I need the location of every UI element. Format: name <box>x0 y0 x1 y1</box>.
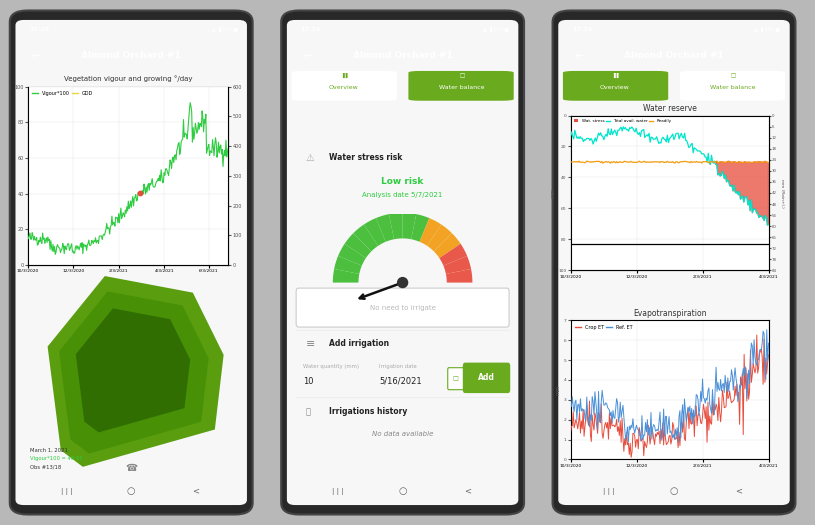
FancyBboxPatch shape <box>408 71 513 101</box>
FancyBboxPatch shape <box>292 71 397 101</box>
Text: ⚠: ⚠ <box>306 153 314 163</box>
Text: ≡: ≡ <box>306 339 315 349</box>
Text: ←: ← <box>32 50 41 61</box>
Polygon shape <box>353 225 378 251</box>
Polygon shape <box>389 213 403 239</box>
Polygon shape <box>434 233 460 258</box>
Legend: Vigour*100, GDD: Vigour*100, GDD <box>30 89 95 98</box>
Text: Add: Add <box>478 373 495 382</box>
Polygon shape <box>427 225 452 251</box>
Text: ▲ ▐ 88%■: ▲ ▐ 88%■ <box>483 27 509 33</box>
FancyBboxPatch shape <box>563 71 668 101</box>
Text: Water stress risk: Water stress risk <box>328 153 402 162</box>
FancyBboxPatch shape <box>447 368 464 390</box>
Text: 5/16/2021: 5/16/2021 <box>380 377 422 386</box>
Text: <: < <box>464 487 471 496</box>
Text: ○: ○ <box>670 486 678 497</box>
Text: 10: 10 <box>303 377 314 386</box>
Text: Almond Orchard #1: Almond Orchard #1 <box>82 51 181 60</box>
Text: ○: ○ <box>399 486 407 497</box>
Polygon shape <box>345 233 372 258</box>
Y-axis label: mm: mm <box>550 188 555 198</box>
Y-axis label: mm (Rain+I.): mm (Rain+I.) <box>780 178 784 207</box>
Text: Almond Orchard #1: Almond Orchard #1 <box>624 51 724 60</box>
Circle shape <box>398 278 408 288</box>
Text: No data available: No data available <box>372 430 434 437</box>
Text: Irrigations history: Irrigations history <box>328 407 407 416</box>
Text: ←: ← <box>575 50 584 61</box>
Text: Water balance: Water balance <box>439 85 484 90</box>
Text: ←: ← <box>303 50 312 61</box>
Text: ▐▐: ▐▐ <box>340 74 347 78</box>
Text: <: < <box>192 487 200 496</box>
Text: Add irrigation: Add irrigation <box>328 340 389 349</box>
Polygon shape <box>420 218 442 246</box>
Text: 17:28: 17:28 <box>29 27 50 33</box>
Polygon shape <box>446 269 473 282</box>
Text: ▲ ▐ 88%■: ▲ ▐ 88%■ <box>212 27 238 33</box>
Polygon shape <box>76 308 190 433</box>
Text: 17:29: 17:29 <box>572 27 593 33</box>
Y-axis label: mm: mm <box>556 384 561 395</box>
Text: Irrigation date: Irrigation date <box>380 363 417 369</box>
Title: Evapotranspiration: Evapotranspiration <box>632 309 707 318</box>
Legend: Wat. stress, Total avail. water, Readily: Wat. stress, Total avail. water, Readily <box>573 118 673 125</box>
Text: Water quantity (mm): Water quantity (mm) <box>303 363 359 369</box>
Text: ☎: ☎ <box>126 463 137 473</box>
FancyBboxPatch shape <box>463 363 510 393</box>
FancyBboxPatch shape <box>680 71 785 101</box>
Text: | | |: | | | <box>332 488 344 495</box>
Text: □: □ <box>453 376 459 381</box>
Text: □: □ <box>730 74 736 78</box>
Text: ▐▐: ▐▐ <box>611 74 619 78</box>
Text: 17:29: 17:29 <box>301 27 321 33</box>
Point <box>133 188 146 197</box>
Text: Water balance: Water balance <box>711 85 756 90</box>
Text: Almond Orchard #1: Almond Orchard #1 <box>353 51 452 60</box>
Polygon shape <box>363 218 385 246</box>
Polygon shape <box>443 256 471 274</box>
Text: ▲ ▐ 88%■: ▲ ▐ 88%■ <box>755 27 781 33</box>
Text: ⌛: ⌛ <box>306 407 311 416</box>
Polygon shape <box>47 276 223 467</box>
Text: | | |: | | | <box>603 488 615 495</box>
Text: □: □ <box>459 74 465 78</box>
Polygon shape <box>439 244 467 266</box>
Text: | | |: | | | <box>60 488 73 495</box>
Text: Low risk: Low risk <box>381 177 424 186</box>
Polygon shape <box>338 244 366 266</box>
Text: Overview: Overview <box>600 85 630 90</box>
Text: Analysis date 5/7/2021: Analysis date 5/7/2021 <box>363 192 443 198</box>
Legend: Crop ET, Ref. ET: Crop ET, Ref. ET <box>573 323 634 332</box>
Title: Vegetation vigour and growing °/day: Vegetation vigour and growing °/day <box>64 76 192 82</box>
Text: March 1, 2021: March 1, 2021 <box>30 447 68 452</box>
Text: <: < <box>735 487 742 496</box>
Polygon shape <box>333 269 359 282</box>
Polygon shape <box>59 291 209 454</box>
FancyBboxPatch shape <box>296 288 509 327</box>
Text: ○: ○ <box>127 486 135 497</box>
Text: Obs #13/18: Obs #13/18 <box>30 465 61 470</box>
Polygon shape <box>376 214 394 242</box>
Text: Vigour*100 = 46.91: Vigour*100 = 46.91 <box>30 456 82 461</box>
Polygon shape <box>403 213 416 239</box>
Polygon shape <box>412 214 430 242</box>
Text: No need to irrigate: No need to irrigate <box>370 304 435 311</box>
Text: Overview: Overview <box>328 85 359 90</box>
Title: Water reserve: Water reserve <box>642 104 697 113</box>
Polygon shape <box>334 256 362 274</box>
